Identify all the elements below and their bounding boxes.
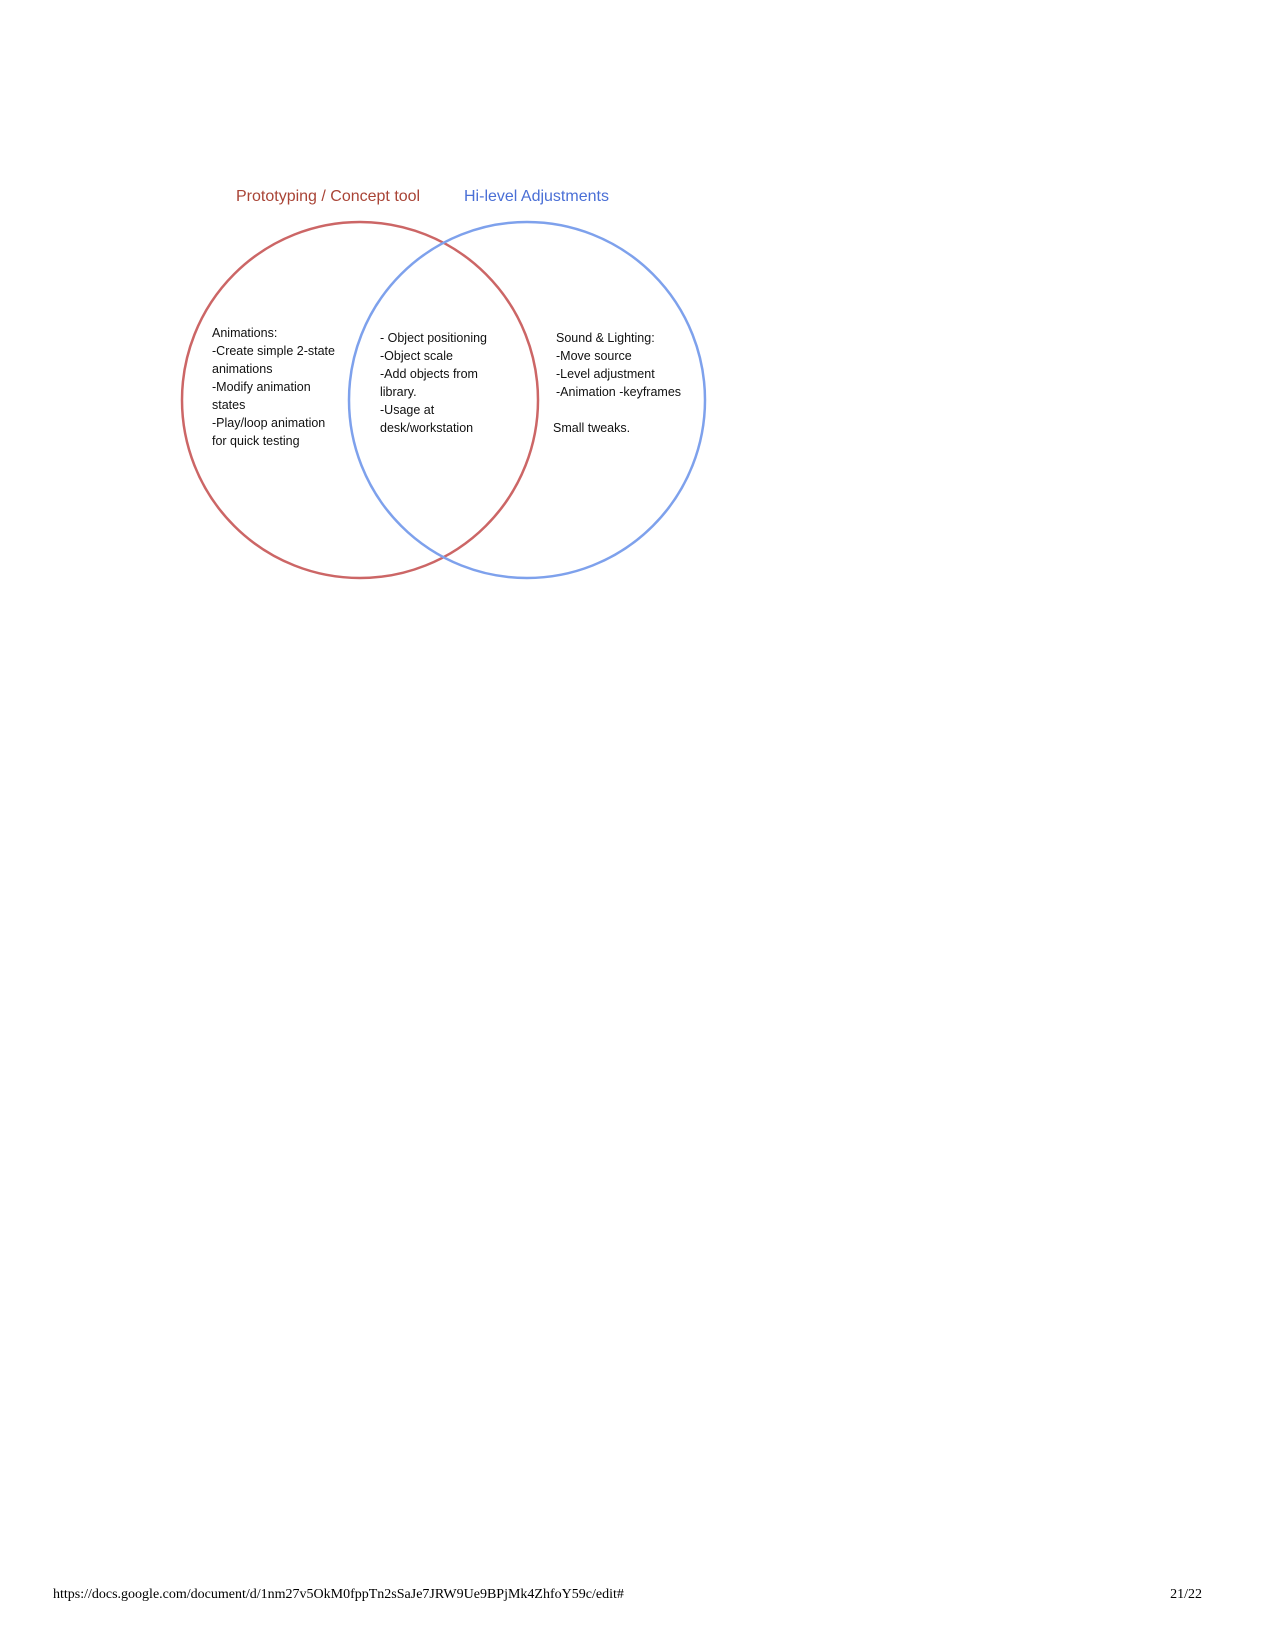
right-set-line: Small tweaks.: [553, 421, 630, 435]
intersection-line: -Usage at: [380, 403, 435, 417]
intersection-line: library.: [380, 385, 417, 399]
intersection-line: -Object scale: [380, 349, 453, 363]
left-set-line: -Create simple 2-state: [212, 344, 335, 358]
right-set-circle: [347, 220, 707, 580]
intersection-line: - Object positioning: [380, 331, 487, 345]
left-set-line: -Play/loop animation: [212, 416, 325, 430]
right-set-text: Sound & Lighting: -Move source -Level ad…: [553, 331, 685, 435]
left-set-line: Animations:: [212, 326, 277, 340]
left-set-line: states: [212, 398, 245, 412]
right-set-line: Sound & Lighting:: [556, 331, 655, 345]
left-set-title: Prototyping / Concept tool: [236, 188, 420, 205]
left-set-circle: [180, 220, 540, 580]
intersection-line: -Add objects from: [380, 367, 478, 381]
footer-page-number: 21/22: [1170, 1587, 1202, 1602]
right-set-title: Hi-level Adjustments: [464, 188, 609, 205]
footer-url: https://docs.google.com/document/d/1nm27…: [53, 1587, 624, 1602]
left-set-text: Animations: -Create simple 2-state anima…: [212, 326, 338, 448]
right-set-line: -Animation -keyframes: [556, 385, 681, 399]
left-set-line: -Modify animation: [212, 380, 311, 394]
venn-diagram: Prototyping / Concept tool Hi-level Adju…: [180, 188, 707, 580]
left-set-line: animations: [212, 362, 272, 376]
left-set-line: for quick testing: [212, 434, 300, 448]
right-set-line: -Move source: [556, 349, 632, 363]
intersection-line: desk/workstation: [380, 421, 473, 435]
intersection-text: - Object positioning -Object scale -Add …: [380, 331, 491, 435]
right-set-line: -Level adjustment: [556, 367, 655, 381]
